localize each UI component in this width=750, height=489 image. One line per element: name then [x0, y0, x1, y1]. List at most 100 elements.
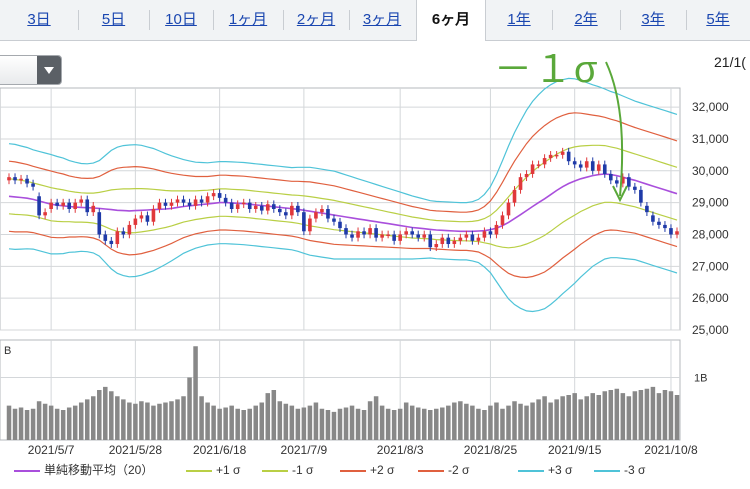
legend-label: +3 σ — [548, 463, 573, 477]
candle-body — [290, 205, 294, 216]
candle-body — [25, 178, 29, 184]
candle-body — [181, 199, 186, 203]
volume-bar — [428, 410, 433, 440]
volume-bar — [415, 407, 421, 440]
volume-bar — [379, 405, 385, 440]
volume-bar — [223, 407, 228, 440]
candle-body — [163, 202, 168, 206]
volume-bar — [24, 410, 30, 440]
volume-bar — [259, 402, 265, 440]
band-plus3-line — [8, 77, 678, 204]
candle-body — [482, 231, 487, 238]
candle-body — [308, 218, 312, 232]
x-tick-label: 2021/9/15 — [548, 443, 602, 457]
volume-bar — [554, 399, 559, 440]
tab-5y[interactable]: 5年 — [706, 11, 730, 28]
candle-body — [356, 231, 360, 238]
candle-body — [596, 164, 601, 171]
candle-body — [49, 202, 53, 209]
tab-3m[interactable]: 3ヶ月 — [362, 11, 402, 28]
volume-bar — [409, 405, 415, 440]
candle-body — [278, 209, 282, 213]
candle-body — [440, 237, 445, 245]
candle-body — [187, 202, 192, 206]
tab-1m[interactable]: 1ヶ月 — [228, 11, 268, 28]
tab-5d[interactable]: 5日 — [101, 11, 126, 28]
volume-bar — [367, 401, 373, 440]
legend-swatch — [594, 469, 620, 472]
candle-body — [205, 196, 210, 203]
candle-body — [615, 180, 619, 184]
volume-bar — [319, 408, 325, 440]
candle-body — [332, 218, 336, 222]
volume-bar — [163, 402, 168, 440]
volume-bar — [500, 408, 505, 440]
band-minus1-line — [8, 201, 678, 249]
volume-bar — [421, 408, 427, 440]
candle-body — [518, 177, 523, 190]
volume-bar — [84, 399, 90, 440]
legend-swatch — [418, 469, 444, 472]
candle-body — [175, 199, 180, 203]
tab-3d[interactable]: 3日 — [27, 11, 51, 28]
volume-bar — [626, 396, 632, 440]
volume-bar — [247, 408, 252, 440]
candle-body — [645, 205, 649, 213]
tab-2m[interactable]: 2ヶ月 — [296, 11, 336, 28]
tab-10d[interactable]: 10日 — [165, 11, 197, 28]
indicator-dropdown[interactable] — [0, 55, 62, 85]
candle-body — [458, 237, 463, 241]
candle-body — [79, 199, 84, 203]
candle-body — [320, 209, 324, 213]
candle-body — [621, 177, 625, 184]
candle-body — [103, 234, 108, 241]
candle-body — [97, 212, 102, 235]
candle-body — [627, 177, 631, 187]
volume-bar — [253, 405, 258, 440]
candle-body — [199, 199, 204, 203]
candle-body — [13, 177, 17, 181]
candle-body — [241, 202, 246, 205]
volume-bar — [30, 408, 36, 440]
volume-bar — [48, 405, 54, 440]
volume-bar — [289, 405, 295, 440]
volume-bar — [602, 391, 608, 440]
candle-body — [476, 237, 481, 241]
x-tick-label: 2021/5/28 — [109, 443, 163, 457]
candle-body — [633, 186, 637, 190]
candle-body — [326, 209, 330, 219]
tab-1y[interactable]: 1年 — [507, 11, 531, 28]
tab-2y[interactable]: 2年 — [574, 11, 598, 28]
volume-bar — [524, 405, 529, 440]
volume-bar — [313, 402, 319, 440]
tab-3y[interactable]: 3年 — [641, 11, 665, 28]
volume-bar — [169, 401, 174, 440]
y-tick-label: 29,000 — [692, 196, 729, 210]
chevron-down-icon[interactable] — [37, 56, 61, 84]
legend-swatch — [14, 469, 40, 472]
x-tick-label: 2021/10/8 — [644, 443, 698, 457]
volume-bar — [121, 399, 126, 440]
candle-body — [217, 193, 222, 198]
candle-body — [157, 202, 162, 209]
candle-body — [139, 215, 144, 219]
volume-bar — [518, 403, 523, 440]
volume-bar — [536, 399, 541, 440]
candle-body — [428, 234, 433, 248]
legend-label: -1 σ — [292, 463, 314, 477]
candle-body — [302, 212, 306, 232]
candle-body — [404, 231, 408, 235]
tab-6m[interactable]: 6ヶ月 — [416, 0, 486, 41]
tab-separator — [213, 10, 214, 30]
x-tick-label: 2021/6/18 — [193, 443, 247, 457]
x-tick-label: 2021/8/3 — [377, 443, 424, 457]
volume-bar — [187, 377, 192, 440]
candle-body — [446, 237, 451, 245]
volume-bar — [506, 405, 511, 440]
candle-body — [193, 199, 198, 206]
band-minus3-line — [8, 243, 678, 313]
candle-body — [271, 204, 276, 209]
legend-swatch — [340, 469, 366, 472]
candle-body — [43, 212, 47, 216]
